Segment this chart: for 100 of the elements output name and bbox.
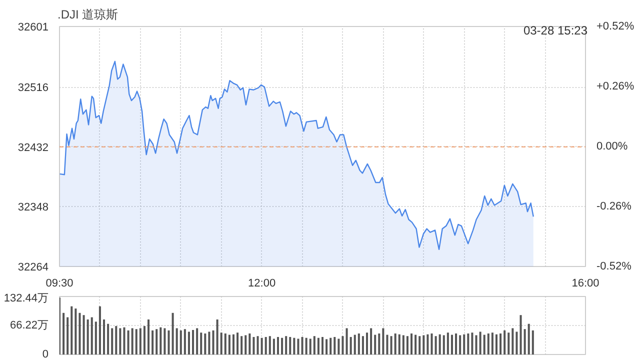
bar [500, 333, 502, 354]
bar [66, 317, 69, 354]
bar [414, 334, 417, 354]
bar [471, 332, 474, 354]
bar [524, 329, 526, 354]
bar [164, 328, 166, 354]
bar [495, 334, 498, 354]
bar [156, 329, 158, 354]
bar [256, 336, 259, 354]
y-tick-label: 132.44万 [4, 292, 49, 304]
bar [528, 324, 530, 354]
bar [438, 334, 441, 354]
bar [406, 336, 408, 354]
bar [285, 336, 288, 354]
bar [297, 338, 300, 354]
bar [450, 334, 453, 354]
bar [309, 338, 312, 354]
bar [268, 336, 271, 354]
bar [321, 336, 324, 354]
bar [240, 336, 243, 354]
bar [390, 336, 392, 354]
bar [512, 328, 514, 354]
bar [78, 312, 81, 354]
bar [382, 328, 384, 354]
bar [402, 335, 404, 354]
bar [446, 332, 449, 354]
bar [410, 333, 413, 354]
bar [434, 336, 437, 354]
bar [487, 333, 490, 354]
y2-tick-label: -0.26% [596, 200, 632, 212]
bar [111, 328, 114, 354]
bar [305, 338, 308, 354]
bar [160, 327, 162, 354]
annotation: 03-28 15:23 [523, 24, 588, 38]
bar [102, 319, 106, 354]
bar [135, 329, 138, 354]
bar [244, 335, 247, 354]
bar [168, 330, 170, 354]
bar [386, 334, 388, 354]
bar [330, 338, 332, 354]
bar [342, 336, 344, 354]
bar [532, 330, 534, 354]
bar [107, 324, 110, 354]
bar [172, 312, 174, 354]
bar [220, 332, 222, 354]
bar [204, 333, 206, 354]
bar [94, 322, 97, 354]
bar [74, 308, 77, 354]
bar [394, 333, 396, 354]
bar [338, 338, 340, 354]
bar [467, 333, 470, 354]
bar [224, 333, 226, 354]
bar [334, 336, 336, 354]
bar [200, 332, 202, 354]
bar [260, 338, 263, 354]
bar [184, 329, 186, 354]
y2-tick-label: 0.00% [596, 140, 628, 152]
x-tick-label: 09:30 [46, 278, 74, 290]
bar [358, 333, 360, 354]
bar [152, 330, 154, 354]
bar [127, 330, 130, 354]
chart-title: .DJI 道琼斯 [58, 8, 118, 22]
bar [475, 335, 478, 354]
bar [398, 334, 400, 354]
y-tick-label: 66.22万 [10, 320, 49, 332]
bar [276, 336, 280, 354]
bar [508, 332, 510, 354]
y-tick-label: 32516 [18, 82, 49, 94]
bar [491, 332, 494, 354]
bar [192, 330, 194, 354]
bar [483, 334, 486, 354]
bar [236, 332, 239, 354]
bar [86, 319, 89, 354]
bar [350, 336, 352, 354]
bar [378, 333, 380, 354]
bar [212, 330, 214, 354]
bar [119, 328, 122, 354]
bar [148, 319, 150, 354]
bar [115, 326, 118, 354]
bar [264, 336, 267, 354]
y2-tick-label: +0.52% [596, 20, 634, 32]
y-tick-label: 32348 [18, 202, 49, 214]
bar [70, 306, 73, 354]
y-tick-label: 32432 [18, 142, 49, 154]
bar [362, 336, 364, 354]
bar [426, 334, 429, 354]
bar [313, 336, 316, 354]
bar [354, 334, 356, 354]
bar [208, 332, 210, 354]
bar [459, 335, 462, 354]
y-tick-label: 32601 [18, 22, 49, 34]
bar [139, 328, 142, 354]
bar [301, 336, 304, 354]
bar [520, 315, 522, 354]
bar [143, 326, 146, 354]
bar [422, 335, 425, 354]
bar [516, 332, 518, 354]
bar [98, 306, 101, 354]
bar [366, 332, 368, 354]
bar [176, 328, 178, 354]
